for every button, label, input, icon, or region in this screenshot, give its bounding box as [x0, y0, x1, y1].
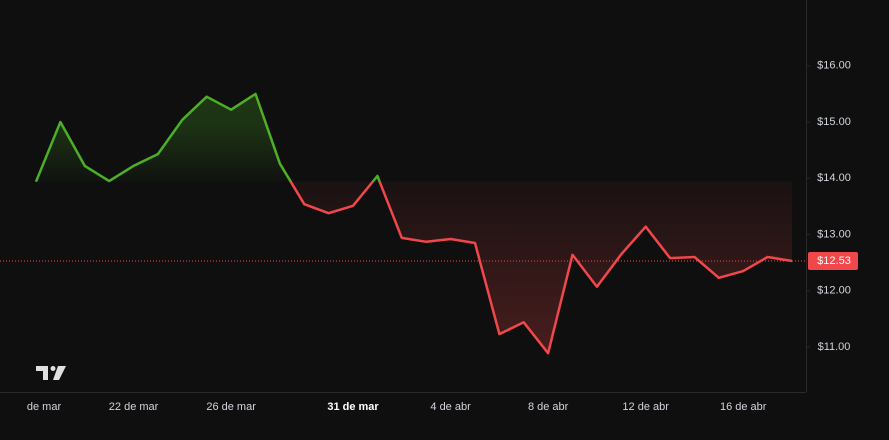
x-tick-label: 12 de abr — [622, 401, 669, 413]
x-tick-label: 4 de abr — [430, 401, 471, 413]
y-tick-label: $12.00 — [817, 285, 851, 297]
price-line — [34, 92, 793, 355]
y-tick-label: $15.00 — [817, 116, 851, 128]
x-tick-label: 31 de mar — [327, 401, 379, 413]
last-price-label: $12.53 — [817, 255, 851, 267]
last-price-box — [808, 251, 858, 270]
y-tick-label: $16.00 — [817, 60, 851, 72]
x-tick-label: 22 de mar — [109, 401, 159, 413]
y-tick-label: $11.00 — [818, 341, 851, 353]
x-tick-label: 8 de abr — [528, 401, 569, 413]
x-tick-label: de mar — [27, 401, 62, 413]
logo — [36, 366, 66, 380]
baseline-area — [36, 93, 792, 354]
x-tick-label: 16 de abr — [720, 401, 767, 413]
y-tick-label: $14.00 — [817, 172, 851, 184]
y-tick-label: $13.00 — [817, 228, 851, 240]
x-tick-label: 26 de mar — [206, 401, 256, 413]
